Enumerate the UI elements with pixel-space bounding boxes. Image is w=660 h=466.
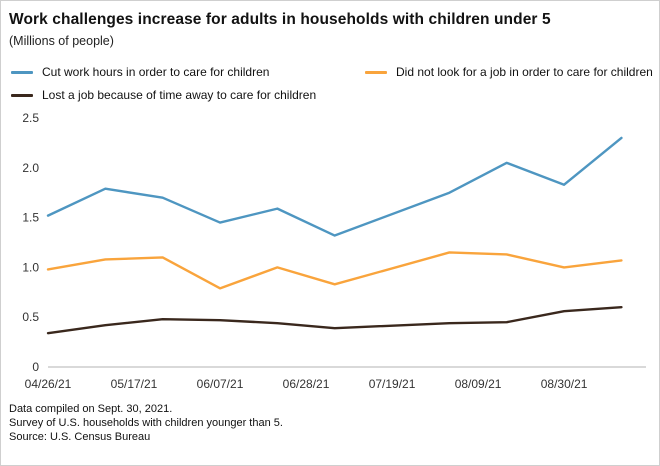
chart-legend: Cut work hours in order to care for chil…: [11, 65, 659, 102]
chart-subtitle: (Millions of people): [9, 34, 114, 48]
series-line-0: [46, 136, 623, 237]
line-chart: 0 0.5 1.0 1.5 2.0 2.5 04/26/21 05/17/21 06/07/21…: [22, 111, 646, 391]
legend-swatch-icon: [11, 70, 33, 74]
footer-note-compiled: Data compiled on Sept. 30, 2021.: [9, 403, 173, 415]
x-axis-tick-label: 05/17/21: [111, 377, 158, 391]
x-axis-tick-label: 08/09/21: [455, 377, 502, 391]
y-axis-tick-label: 2.5: [22, 111, 39, 125]
series-line-1: [46, 251, 623, 290]
y-axis-tick-label: 0: [32, 360, 39, 374]
y-axis-tick-label: 0.5: [22, 310, 39, 324]
x-axis-tick-label: 07/19/21: [369, 377, 416, 391]
legend-item-lost-a-job: Lost a job because of time away to care …: [11, 88, 365, 102]
series-line-2: [46, 306, 623, 335]
y-axis-tick-label: 1.0: [22, 260, 39, 274]
legend-swatch-icon: [11, 93, 33, 97]
y-axis-tick-label: 2.0: [22, 161, 39, 175]
legend-swatch-icon: [365, 70, 387, 74]
legend-label: Cut work hours in order to care for chil…: [42, 65, 270, 79]
footer-source: Source: U.S. Census Bureau: [9, 431, 151, 443]
y-axis-tick-label: 1.5: [22, 211, 39, 225]
x-axis-tick-label: 06/28/21: [283, 377, 330, 391]
chart-header: Work challenges increase for adults in h…: [1, 1, 659, 48]
line-chart-area: 0 0.5 1.0 1.5 2.0 2.5 04/26/21 05/17/21 06/07/21…: [1, 104, 659, 396]
legend-label: Lost a job because of time away to care …: [42, 88, 317, 102]
footer-note-survey: Survey of U.S. households with children …: [9, 417, 283, 429]
chart-title: Work challenges increase for adults in h…: [9, 11, 551, 28]
chart-footer: Data compiled on Sept. 30, 2021. Survey …: [9, 402, 659, 444]
x-axis-tick-label: 06/07/21: [197, 377, 244, 391]
x-axis-tick-label: 04/26/21: [25, 377, 72, 391]
x-axis-tick-label: 08/30/21: [541, 377, 588, 391]
legend-label: Did not look for a job in order to care …: [396, 65, 653, 79]
legend-item-did-not-look-for-job: Did not look for a job in order to care …: [365, 65, 659, 79]
legend-item-cut-work-hours: Cut work hours in order to care for chil…: [11, 65, 365, 79]
